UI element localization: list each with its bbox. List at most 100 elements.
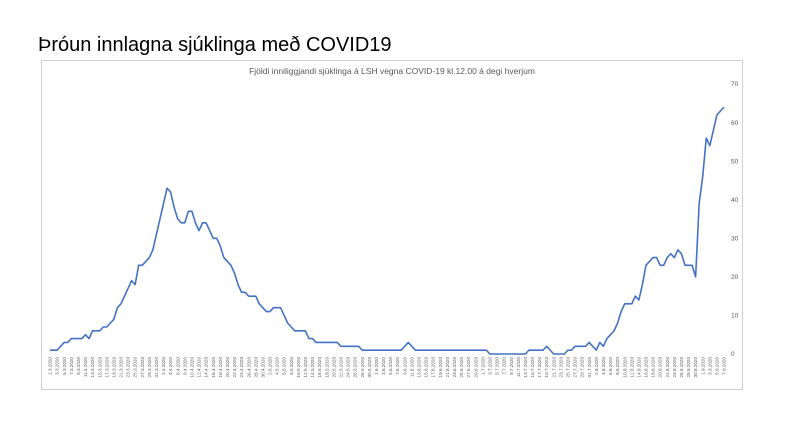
x-tick-label: 5.6.2020 [388,357,393,375]
x-tick-label: 22.5.2020 [338,357,343,378]
series-line [50,106,725,355]
x-tick-label: 8.4.2020 [182,357,187,375]
x-tick-label: 7.9.2020 [722,357,727,375]
x-tick-label: 15.7.2020 [530,357,535,378]
x-tick-label: 26.8.2020 [679,357,684,378]
y-tick-label: 20 [731,274,739,281]
x-tick-label: 30.5.2020 [367,357,372,378]
x-tick-label: 28.5.2020 [360,357,365,378]
x-tick-label: 27.3.2020 [140,357,145,378]
x-tick-label: 19.6.2020 [438,357,443,378]
x-tick-label: 31.7.2020 [587,357,592,378]
x-tick-label: 26.5.2020 [353,357,358,378]
x-tick-label: 21.6.2020 [445,357,450,378]
y-tick-label: 0 [731,351,735,358]
x-tick-label: 19.7.2020 [544,357,549,378]
x-tick-label: 4.5.2020 [275,357,280,375]
x-tick-label: 1.9.2020 [700,357,705,375]
x-tick-label: 3.3.2020 [55,357,60,375]
x-tick-label: 25.3.2020 [133,357,138,378]
plot-area [50,106,725,355]
x-tick-label: 29.6.2020 [473,357,478,378]
x-tick-label: 27.7.2020 [573,357,578,378]
x-tick-label: 21.3.2020 [119,357,124,378]
x-tick-label: 24.4.2020 [239,357,244,378]
y-tick-label: 70 [731,81,739,88]
x-tick-label: 7.6.2020 [395,357,400,375]
x-tick-label: 3.6.2020 [381,357,386,375]
x-tick-label: 12.8.2020 [629,357,634,378]
x-tick-label: 2.4.2020 [161,357,166,375]
x-tick-label: 2.5.2020 [268,357,273,375]
x-tick-label: 30.4.2020 [260,357,265,378]
x-tick-label: 6.4.2020 [175,357,180,375]
x-tick-label: 1.7.2020 [480,357,485,375]
x-tick-label: 13.7.2020 [523,357,528,378]
x-tick-label: 17.6.2020 [431,357,436,378]
x-tick-label: 29.3.2020 [147,357,152,378]
x-tick-label: 31.3.2020 [154,357,159,378]
x-tick-label: 28.4.2020 [253,357,258,378]
x-tick-label: 2.8.2020 [594,357,599,375]
y-tick-label: 10 [731,313,739,320]
x-tick-label: 14.8.2020 [636,357,641,378]
chart-title: Fjöldi inniliggjandi sjúklinga á LSH veg… [249,66,535,76]
x-tick-label: 1.6.2020 [374,357,379,375]
x-tick-label: 6.5.2020 [282,357,287,375]
x-tick-label: 26.4.2020 [246,357,251,378]
x-tick-label: 9.7.2020 [509,357,514,375]
x-tick-label: 25.7.2020 [566,357,571,378]
x-tick-label: 12.5.2020 [303,357,308,378]
x-tick-label: 10.5.2020 [296,357,301,378]
x-tick-label: 11.3.2020 [83,357,88,378]
x-tick-label: 13.3.2020 [90,357,95,378]
y-axis: 0 10 20 30 40 50 60 70 [731,81,739,358]
x-tick-label: 15.6.2020 [424,357,429,378]
x-tick-label: 3.7.2020 [487,357,492,375]
x-tick-label: 8.5.2020 [289,357,294,375]
y-tick-label: 50 [731,158,739,165]
x-tick-label: 16.4.2020 [211,357,216,378]
line-chart: Fjöldi inniliggjandi sjúklinga á LSH veg… [48,66,739,378]
x-tick-label: 15.3.2020 [97,357,102,378]
x-tick-label: 7.7.2020 [502,357,507,375]
x-tick-label: 23.3.2020 [126,357,131,378]
x-tick-label: 3.9.2020 [707,357,712,375]
x-tick-label: 17.7.2020 [537,357,542,378]
x-tick-label: 25.6.2020 [459,357,464,378]
x-tick-label: 9.3.2020 [76,357,81,375]
y-tick-label: 60 [731,120,739,127]
x-tick-label: 23.7.2020 [558,357,563,378]
x-tick-label: 18.5.2020 [324,357,329,378]
y-tick-label: 30 [731,235,739,242]
x-tick-label: 9.6.2020 [402,357,407,375]
x-tick-label: 22.4.2020 [232,357,237,378]
x-tick-label: 1.3.2020 [48,357,53,375]
x-tick-label: 14.5.2020 [310,357,315,378]
x-tick-label: 24.8.2020 [672,357,677,378]
x-tick-label: 12.4.2020 [197,357,202,378]
x-tick-label: 4.4.2020 [168,357,173,375]
x-tick-label: 17.3.2020 [104,357,109,378]
x-tick-label: 24.5.2020 [346,357,351,378]
x-tick-label: 14.4.2020 [204,357,209,378]
x-tick-label: 4.8.2020 [601,357,606,375]
slide-title: Þróun innlagna sjúklinga með COVID19 [38,34,392,56]
x-tick-label: 20.8.2020 [658,357,663,378]
x-tick-label: 23.6.2020 [452,357,457,378]
x-tick-label: 18.8.2020 [651,357,656,378]
chart-frame: Fjöldi inniliggjandi sjúklinga á LSH veg… [41,60,743,390]
x-tick-label: 8.8.2020 [615,357,620,375]
x-tick-label: 5.7.2020 [495,357,500,375]
x-tick-label: 28.8.2020 [686,357,691,378]
x-tick-label: 27.6.2020 [466,357,471,378]
x-tick-label: 29.7.2020 [580,357,585,378]
x-tick-label: 11.7.2020 [516,357,521,378]
x-tick-label: 7.3.2020 [69,357,74,375]
x-tick-label: 20.5.2020 [331,357,336,378]
x-tick-label: 5.9.2020 [715,357,720,375]
x-tick-label: 20.4.2020 [225,357,230,378]
x-tick-label: 16.5.2020 [317,357,322,378]
x-tick-label: 22.8.2020 [665,357,670,378]
x-axis: 1.3.2020 3.3.2020 5.3.2020 7.3.2020 9.3.2020… [48,357,727,378]
